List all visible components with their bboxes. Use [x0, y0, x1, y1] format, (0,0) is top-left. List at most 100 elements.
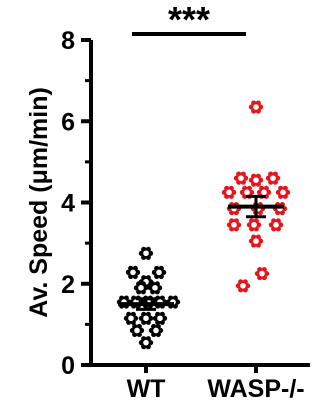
data-point-petal: [254, 270, 260, 277]
data-point-petal: [253, 218, 259, 224]
data-point-petal: [264, 270, 270, 277]
data-point-petal: [145, 311, 151, 317]
significance-label: ***: [168, 0, 210, 40]
axes: 0 2 4 6 8: [61, 27, 310, 380]
data-point-petal: [141, 246, 147, 252]
data-point-petal: [272, 171, 278, 177]
data-point-petal: [251, 181, 257, 187]
chart-labels: WT WASP-/- Av. Speed (μm/min) ***: [25, 0, 305, 403]
data-point-petal: [145, 275, 151, 281]
data-point-petal: [275, 175, 281, 181]
data-point-petal: [158, 327, 164, 334]
y-tick-label: 4: [61, 190, 75, 218]
data-point-center: [238, 175, 244, 181]
data-point-petal: [148, 340, 154, 346]
data-point-center: [231, 222, 237, 228]
data-point-petal: [275, 226, 281, 232]
data-point: [133, 281, 149, 295]
data-point-petal: [229, 209, 235, 216]
data-point-petal: [172, 295, 178, 301]
data-point-petal: [240, 179, 246, 185]
data-point: [254, 267, 270, 281]
data-point: [275, 185, 291, 199]
data-point-petal: [151, 323, 157, 330]
data-point-petal: [145, 246, 151, 252]
data-point-center: [270, 175, 276, 181]
data-point-petal: [128, 273, 134, 279]
data-point-petal: [140, 281, 146, 287]
data-point-petal: [139, 327, 145, 334]
data-point: [148, 323, 164, 338]
data-point-petal: [243, 175, 249, 181]
data-point-petal: [242, 279, 248, 285]
data-point-petal: [268, 179, 274, 185]
data-point-petal: [268, 222, 274, 228]
data-point-petal: [251, 100, 257, 106]
data-point: [248, 234, 264, 248]
data-point-petal: [138, 315, 144, 321]
data-point-petal: [162, 315, 168, 321]
data-point-petal: [278, 222, 284, 228]
data-point-petal: [133, 315, 139, 321]
data-point-petal: [159, 319, 165, 325]
data-point: [250, 202, 266, 216]
data-point-center: [261, 189, 267, 196]
data-point: [248, 100, 264, 114]
data-point-petal: [251, 242, 257, 248]
data-point-petal: [136, 281, 142, 287]
data-point-petal: [141, 254, 147, 260]
data-point-petal: [255, 181, 261, 187]
data-point-petal: [154, 265, 160, 271]
data-point-center: [251, 222, 257, 228]
y-tick-label: 6: [61, 108, 75, 136]
data-point-petal: [233, 218, 239, 224]
data-point: [152, 311, 168, 325]
data-point: [226, 218, 242, 232]
data-point-center: [226, 189, 232, 196]
data-point-petal: [161, 269, 167, 275]
data-point: [235, 279, 251, 293]
data-point-petal: [123, 315, 129, 321]
x-tick-label: WT: [127, 375, 166, 403]
data-point-petal: [263, 185, 269, 191]
series-wasp: [221, 100, 291, 293]
data-point-petal: [251, 173, 257, 179]
data-point: [265, 171, 281, 185]
data-point-petal: [148, 250, 154, 256]
data-point-petal: [157, 285, 163, 291]
data-point-petal: [224, 193, 230, 199]
data-point-petal: [261, 267, 267, 273]
data-point-petal: [261, 274, 267, 281]
data-point-center: [153, 327, 159, 334]
data-point-petal: [236, 179, 242, 185]
data-point-petal: [265, 175, 271, 181]
data-point-petal: [248, 238, 254, 244]
data-point-petal: [125, 269, 131, 275]
data-point-petal: [240, 171, 246, 177]
data-point-petal: [246, 185, 252, 191]
y-axis-label: Av. Speed (μm/min): [25, 87, 53, 318]
data-point-petal: [129, 327, 135, 334]
data-point-petal: [233, 175, 239, 181]
data-point-petal: [239, 189, 245, 195]
data-point-petal: [148, 327, 154, 334]
data-point-petal: [242, 193, 248, 199]
data-point-petal: [131, 295, 137, 301]
data-point-center: [156, 269, 162, 276]
data-point-petal: [253, 226, 259, 232]
data-point-petal: [154, 281, 160, 287]
data-point: [123, 311, 139, 325]
data-point: [129, 323, 145, 338]
data-point-petal: [275, 189, 281, 195]
data-point-petal: [154, 289, 160, 295]
data-point-petal: [249, 189, 255, 195]
data-point-petal: [228, 193, 234, 199]
data-point-center: [128, 315, 134, 322]
data-point-petal: [145, 254, 151, 260]
data-point: [233, 171, 249, 185]
data-point: [138, 311, 154, 325]
data-point-petal: [159, 311, 165, 317]
data-point-petal: [255, 100, 261, 106]
data-point-petal: [154, 273, 160, 279]
data-point-petal: [258, 104, 264, 110]
